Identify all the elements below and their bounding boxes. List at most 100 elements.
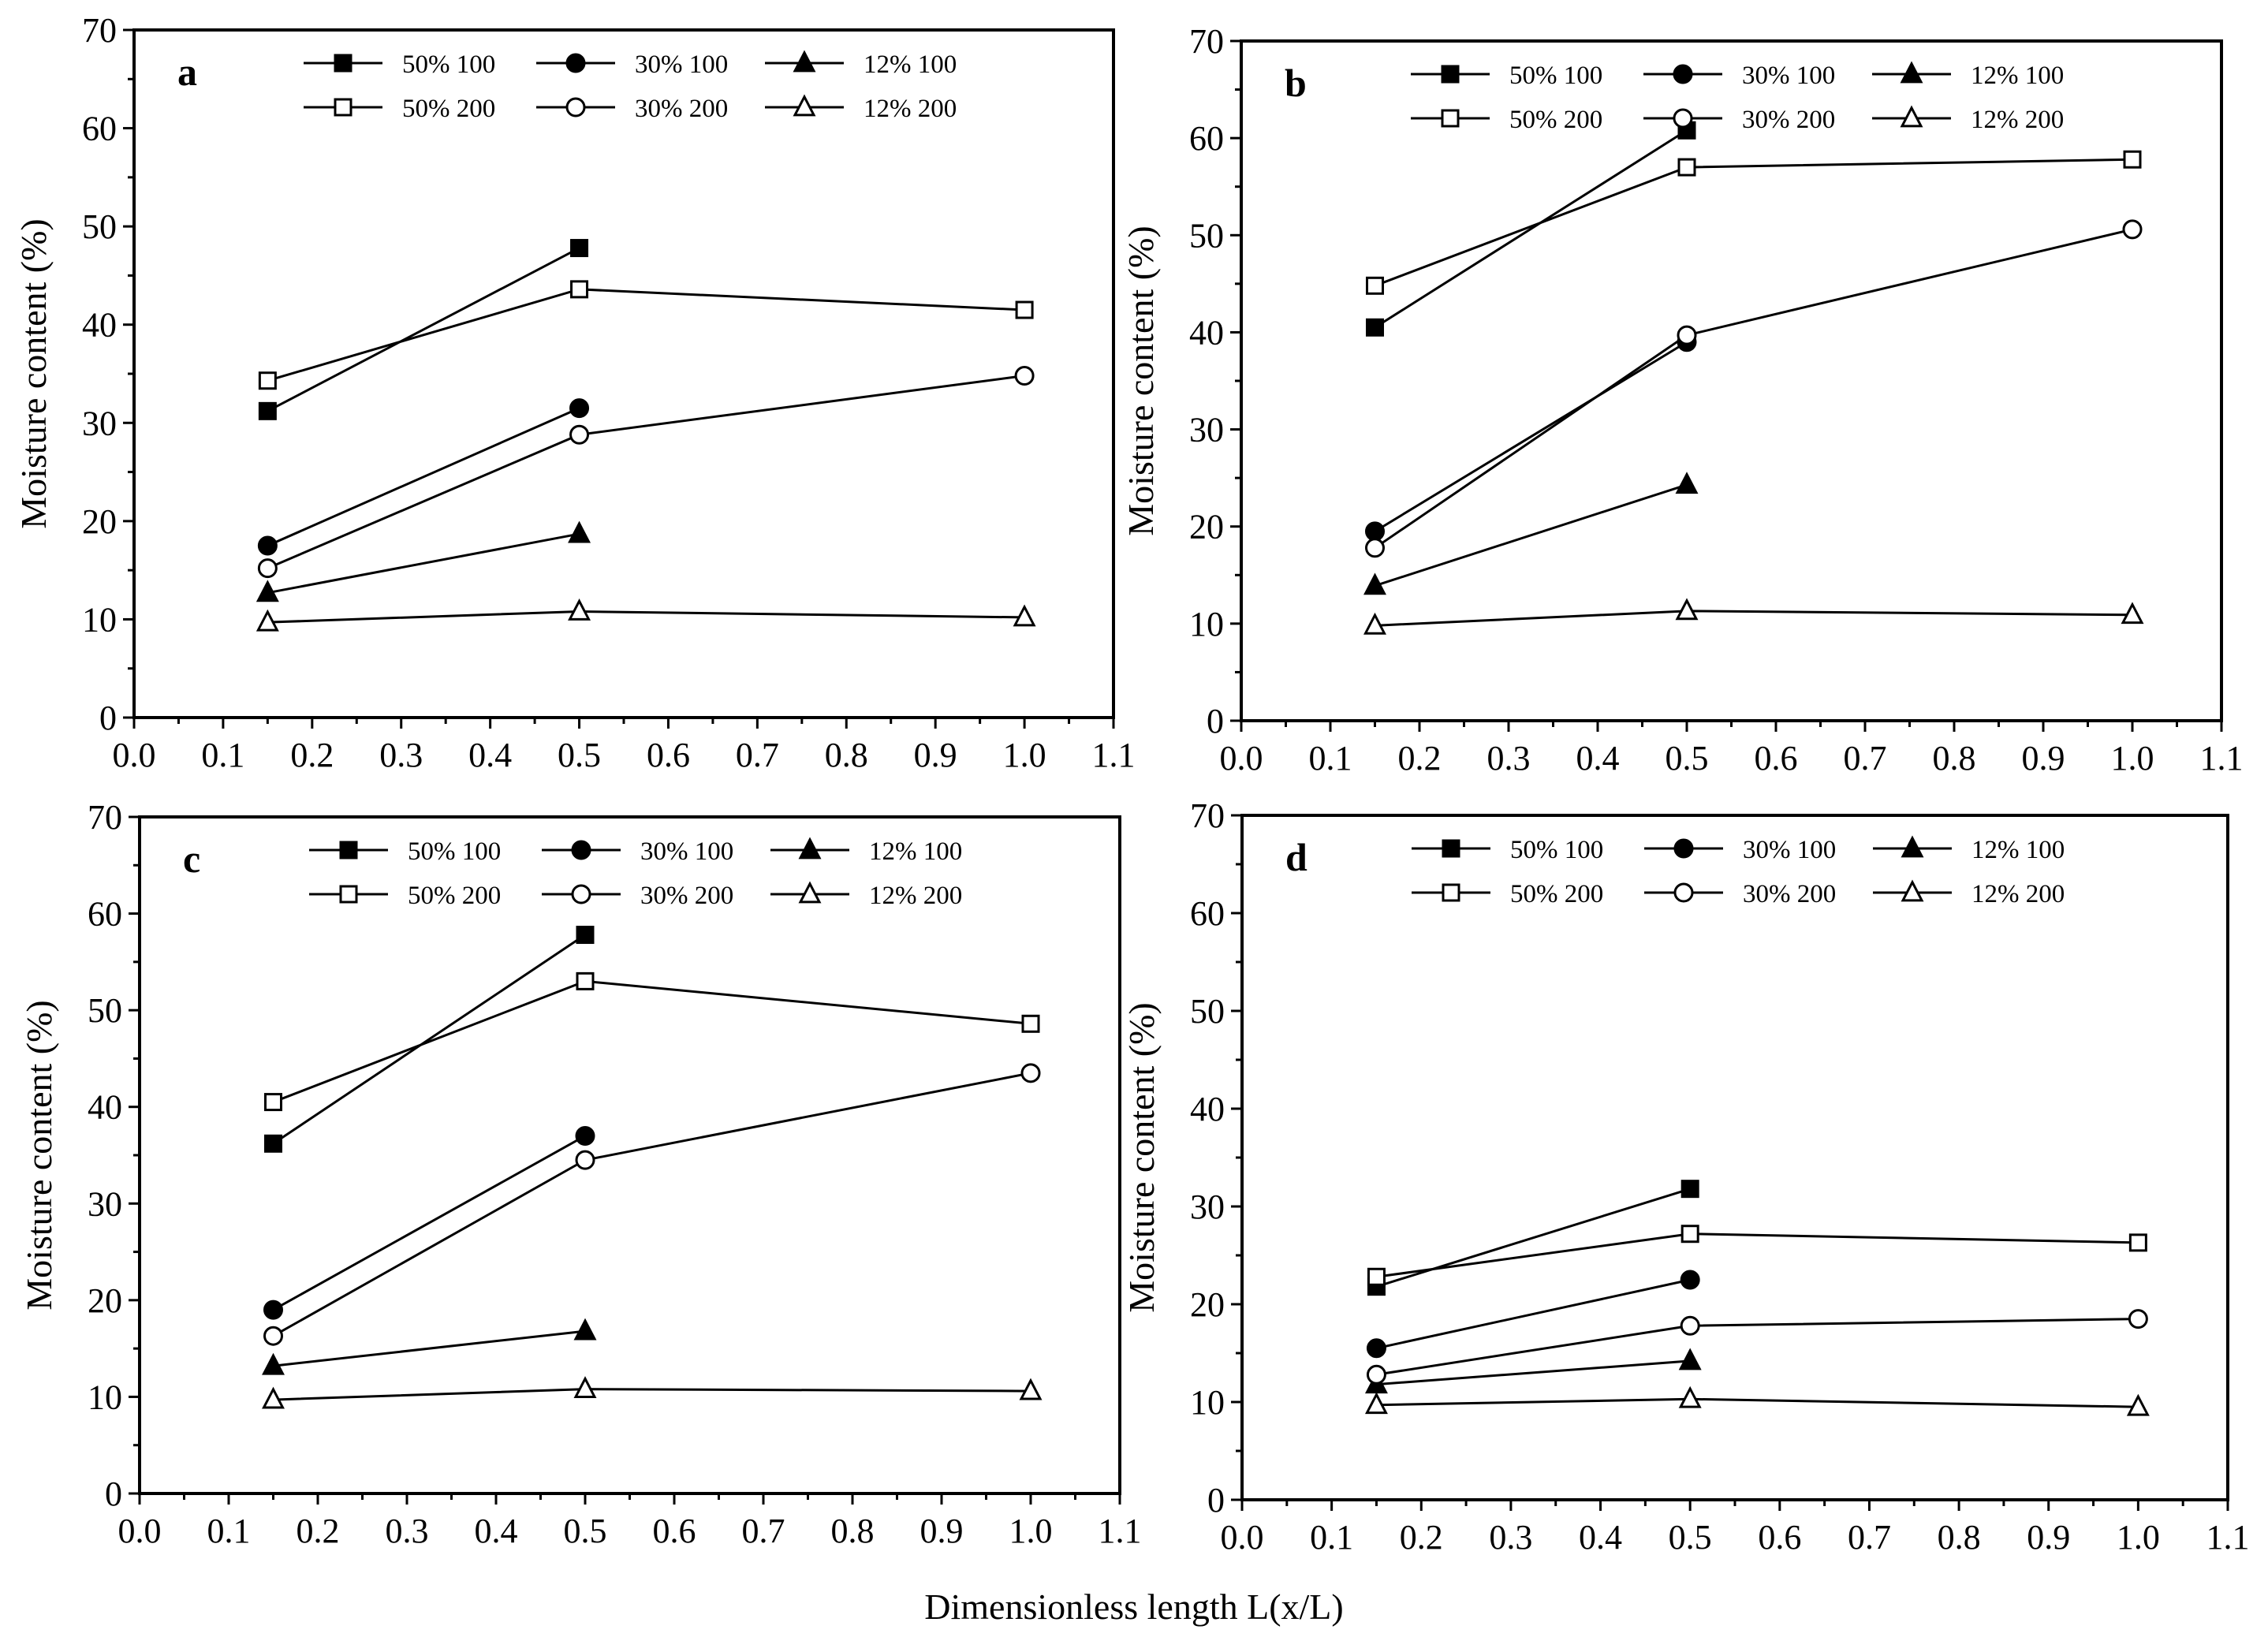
- y-tick-label: 50: [1189, 216, 1224, 255]
- data-point: [258, 401, 277, 420]
- data-point: [2128, 1233, 2147, 1252]
- series-line: [272, 934, 586, 1145]
- data-point: [257, 558, 278, 579]
- data-point: [2121, 602, 2144, 625]
- y-tick-label: 30: [82, 404, 117, 442]
- series-line: [1374, 341, 1688, 533]
- x-tick-label: 0.9: [914, 736, 957, 774]
- chart-panel-b: 0.0 0.1 0.2 0.3 0.4 0.5 0.6 0.7 0.8 0.9 1.0 1.1 0 10 2…: [1121, 22, 2244, 777]
- series-30-100: [257, 398, 590, 556]
- legend-label: 50% 100: [402, 50, 495, 79]
- data-point: [1365, 538, 1385, 558]
- chart-panel-c: 0.0 0.1 0.2 0.3 0.4 0.5 0.6 0.7 0.8 0.9 1.0 1.1 0 10 2…: [19, 798, 1142, 1550]
- data-point: [1675, 598, 1699, 621]
- panels: 0.0 0.1 0.2 0.3 0.4 0.5 0.6 0.7 0.8 0.9 1.0 1.1 0 10 2…: [13, 11, 2250, 1557]
- legend-item: 12% 100: [765, 50, 957, 79]
- data-point: [1366, 1364, 1386, 1385]
- x-tick-label: 0.4: [475, 1512, 518, 1550]
- data-point: [568, 598, 591, 621]
- x-tick-label: 1.1: [2200, 739, 2244, 777]
- x-tick-label: 0.7: [742, 1512, 785, 1550]
- legend-item: 50% 200: [1412, 880, 1603, 908]
- data-point: [262, 1386, 285, 1409]
- legend-label: 30% 200: [1742, 106, 1835, 134]
- x-tick-label: 0.7: [1848, 1518, 1891, 1557]
- y-tick-label: 40: [88, 1088, 122, 1127]
- x-tick-label: 0.8: [831, 1512, 875, 1550]
- data-point: [1678, 1348, 1702, 1370]
- data-point: [2126, 1393, 2150, 1416]
- y-tick-label: 20: [88, 1281, 122, 1320]
- legend-item: 12% 200: [1873, 879, 2065, 908]
- data-point: [2128, 1309, 2148, 1329]
- data-point: [576, 971, 595, 990]
- legend-item: 50% 100: [1411, 62, 1602, 90]
- series-line: [1376, 1359, 1691, 1386]
- legend-item: 12% 200: [770, 881, 962, 910]
- legend-marker: [571, 884, 591, 904]
- legend-item: 30% 200: [536, 95, 728, 123]
- x-tick-label: 1.1: [1099, 1512, 1142, 1550]
- data-point: [2122, 219, 2143, 240]
- data-point: [1680, 1270, 1700, 1290]
- data-point: [1366, 1338, 1386, 1359]
- legend-item: 12% 200: [1872, 105, 2064, 134]
- series-12-200: [1363, 598, 2144, 635]
- series-30-100: [1366, 1270, 1700, 1359]
- data-point: [1677, 325, 1697, 345]
- legend-label: 30% 200: [1743, 880, 1836, 908]
- x-tick-label: 1.0: [1009, 1512, 1053, 1550]
- data-point: [263, 1326, 283, 1346]
- x-tick-label: 1.0: [1003, 736, 1046, 774]
- series-50-200: [264, 971, 1040, 1112]
- data-point: [2123, 150, 2142, 169]
- legend-label: 30% 100: [1743, 836, 1836, 864]
- data-point: [1363, 572, 1386, 595]
- data-point: [1366, 318, 1384, 337]
- x-tick-label: 0.4: [468, 736, 512, 774]
- y-axis-title: Moisture content (%): [1121, 226, 1161, 535]
- x-tick-label: 1.0: [2111, 739, 2154, 777]
- y-tick-label: 40: [82, 306, 117, 345]
- y-tick-label: 60: [82, 110, 117, 148]
- data-point: [1363, 612, 1386, 635]
- x-tick-label: 0.0: [1221, 1518, 1264, 1557]
- legend-label: 50% 100: [1509, 62, 1602, 90]
- legend-label: 12% 100: [869, 837, 962, 866]
- data-point: [262, 1352, 285, 1375]
- legend-item: 30% 200: [1643, 106, 1835, 134]
- legend-item: 12% 100: [1873, 835, 2065, 864]
- series-50-100: [258, 239, 589, 420]
- series-line: [272, 1135, 586, 1311]
- x-tick-label: 0.2: [1398, 739, 1442, 777]
- y-axis-title: Moisture content (%): [1121, 1002, 1162, 1312]
- legend: 50% 100 30% 100 12% 100 50% 200 30% 200 12% 2…: [1412, 835, 2065, 908]
- data-point: [573, 1376, 597, 1399]
- legend-label: 30% 100: [640, 837, 733, 866]
- series-30-200: [1365, 219, 2143, 558]
- series-line: [267, 407, 580, 547]
- data-point: [575, 1150, 595, 1170]
- data-point: [569, 398, 590, 419]
- legend-item: 30% 200: [542, 882, 733, 910]
- legend-item: 30% 100: [542, 837, 733, 866]
- series-12-100: [1363, 472, 1699, 595]
- chart-panel-a: 0.0 0.1 0.2 0.3 0.4 0.5 0.6 0.7 0.8 0.9 1.0 1.1 0 10 2…: [13, 11, 1136, 774]
- legend-marker: [571, 840, 591, 860]
- panel-label: b: [1285, 61, 1307, 105]
- legend-label: 30% 200: [635, 95, 728, 123]
- data-point: [1678, 1385, 1702, 1408]
- y-axis-title: Moisture content (%): [13, 218, 54, 528]
- y-tick-label: 30: [88, 1184, 122, 1223]
- x-tick-label: 0.5: [1669, 1518, 1712, 1557]
- legend-marker: [565, 53, 586, 73]
- panel-label: a: [177, 50, 197, 94]
- x-tick-label: 0.5: [564, 1512, 607, 1550]
- x-tick-label: 0.1: [1310, 1518, 1353, 1557]
- y-tick-label: 50: [82, 207, 117, 246]
- legend-label: 50% 200: [1510, 880, 1603, 908]
- x-tick-label: 0.8: [1933, 739, 1976, 777]
- legend-marker: [1673, 838, 1694, 859]
- data-point: [1020, 1063, 1041, 1083]
